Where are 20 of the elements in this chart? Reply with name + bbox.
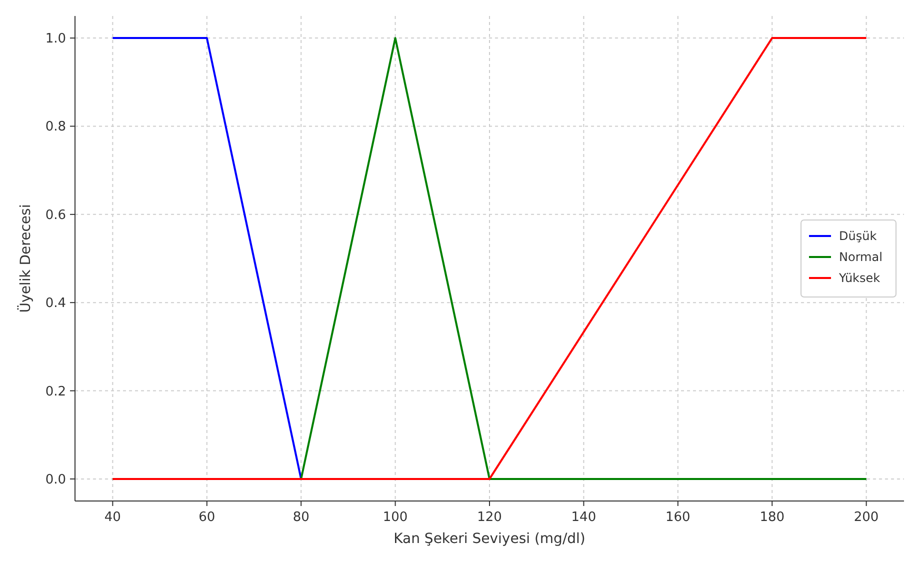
x-tick-label: 100 — [382, 510, 408, 525]
y-tick-label: 0.0 — [45, 472, 66, 488]
x-tick-label: 60 — [198, 510, 216, 525]
legend-label: Normal — [839, 250, 882, 264]
legend-label: Yüksek — [838, 271, 880, 285]
y-axis-title: Üyelik Derecesi — [17, 204, 34, 313]
x-tick-label: 120 — [477, 510, 502, 525]
x-tick-label: 40 — [104, 510, 121, 525]
y-tick-label: 0.4 — [45, 296, 66, 312]
x-axis-title: Kan Şekeri Seviyesi (mg/dl) — [394, 531, 586, 547]
legend-label: Düşük — [839, 229, 877, 243]
x-tick-label: 80 — [292, 510, 310, 525]
x-tick-label: 140 — [571, 510, 596, 525]
x-tick-label: 200 — [854, 510, 879, 525]
y-tick-label: 1.0 — [45, 32, 66, 47]
x-tick-label: 180 — [760, 510, 785, 525]
x-tick-label: 160 — [665, 510, 690, 525]
y-tick-label: 0.6 — [45, 208, 66, 223]
y-tick-label: 0.2 — [45, 384, 66, 400]
y-tick-label: 0.8 — [45, 120, 66, 135]
